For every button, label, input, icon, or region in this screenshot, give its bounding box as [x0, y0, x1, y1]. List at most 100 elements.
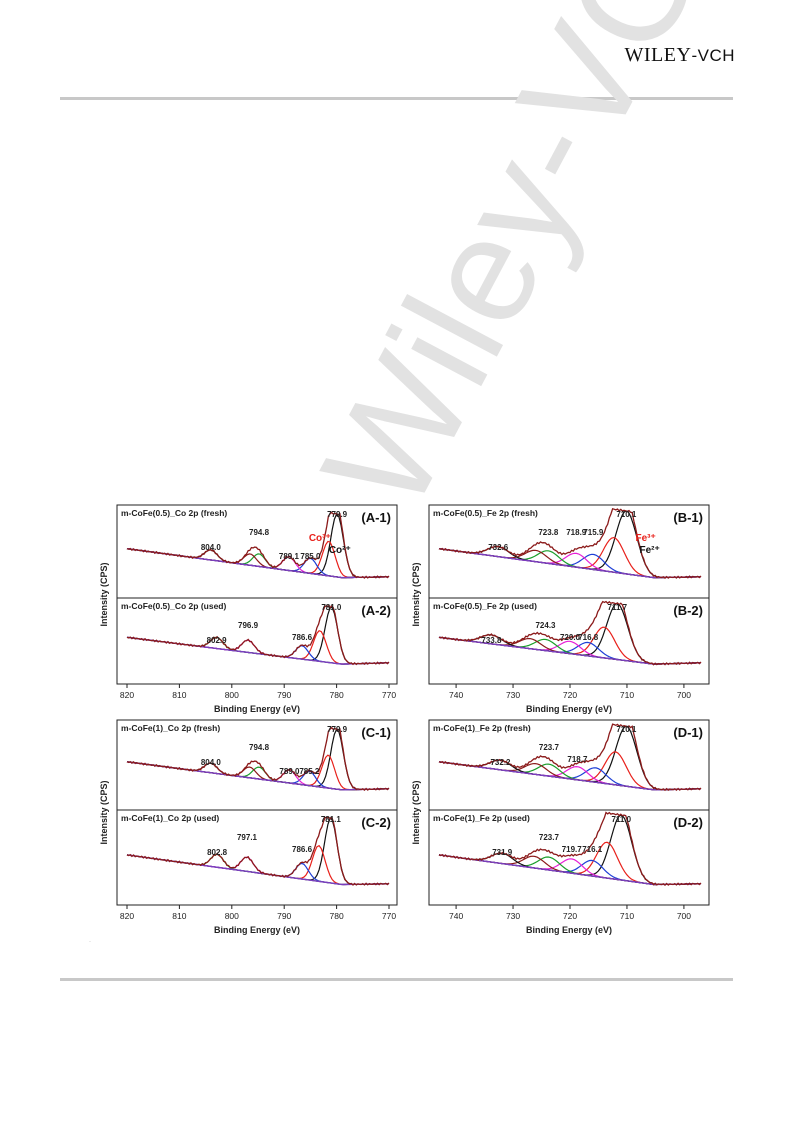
x-axis-label: Binding Energy (eV): [214, 925, 300, 935]
x-tick-label: 730: [506, 690, 520, 700]
x-tick-label: 780: [330, 690, 344, 700]
peak-label: 733.8: [481, 636, 502, 645]
peak-label: 804.0: [201, 543, 222, 552]
x-tick-label: 770: [382, 911, 396, 921]
peak-label: 779.9: [327, 725, 348, 734]
peak-label: 789.1: [279, 552, 300, 561]
footer-rule: [60, 978, 733, 981]
panel-b-1: m-CoFe(0.5)_Fe 2p (fresh) (B-1) 710.1 723.8…: [428, 504, 710, 599]
experimental-spectrum: [438, 723, 702, 792]
panel-label: (D-1): [673, 725, 703, 740]
x-tick-label: 730: [506, 911, 520, 921]
peak-label: 802.9: [207, 636, 228, 645]
panel-title: m-CoFe(0.5)_Fe 2p (used): [433, 601, 537, 611]
y-axis-label: Intensity (CPS): [411, 780, 421, 844]
header-rule: [60, 97, 733, 100]
experimental-spectrum: [126, 511, 390, 579]
y-axis-label: Intensity (CPS): [411, 562, 421, 626]
panel-d-2: m-CoFe(1)_Fe 2p (used) (D-2) 711.0 723.7719…: [428, 809, 710, 906]
x-tick-label: 720: [563, 690, 577, 700]
annotation-3plus: Co³⁺: [309, 533, 331, 544]
peak-label: 779.9: [327, 510, 348, 519]
panel-label: (D-2): [673, 815, 703, 830]
x-tick-label: 720: [563, 911, 577, 921]
panel-frame: [116, 597, 398, 685]
annotation-3plus: Fe³⁺: [636, 533, 656, 544]
experimental-spectrum: [126, 605, 390, 666]
figure-block-A: m-CoFe(0.5)_Co 2p (fresh) (A-1) 779.9 794.8…: [99, 504, 398, 714]
panel-title: m-CoFe(0.5)_Fe 2p (fresh): [433, 508, 538, 518]
x-axis-label: Binding Energy (eV): [526, 925, 612, 935]
experimental-spectrum: [438, 508, 702, 579]
peak-label: 797.1: [237, 833, 258, 842]
x-tick-label: 790: [277, 911, 291, 921]
figure-block-B: m-CoFe(0.5)_Fe 2p (fresh) (B-1) 710.1 723.8…: [411, 504, 710, 714]
panel-label: (B-1): [673, 510, 703, 525]
panel-b-2: m-CoFe(0.5)_Fe 2p (used) (B-2) 711.7 724.3 7…: [428, 597, 710, 685]
peak-label: 718.9: [566, 528, 587, 537]
peak-label: 724.3: [535, 621, 556, 630]
x-tick-label: 810: [172, 911, 186, 921]
peak-label: 716.1: [582, 845, 603, 854]
panel-c-2: m-CoFe(1)_Co 2p (used) (C-2) 781.1 797.1 802…: [116, 809, 398, 906]
panel-a-1: m-CoFe(0.5)_Co 2p (fresh) (A-1) 779.9 794.8…: [116, 504, 398, 599]
x-tick-label: 740: [449, 690, 463, 700]
x-tick-label: 740: [449, 911, 463, 921]
figure-block-C: m-CoFe(1)_Co 2p (fresh) (C-1) 779.9 794.8 80…: [99, 719, 398, 935]
panel-frame: [116, 504, 398, 599]
x-tick-label: 820: [120, 911, 134, 921]
x-tick-label: 710: [620, 911, 634, 921]
peak-label: 794.8: [249, 528, 270, 537]
figure-block-D: m-CoFe(1)_Fe 2p (fresh) (D-1)710.1723.771…: [411, 719, 710, 935]
panel-d-1: m-CoFe(1)_Fe 2p (fresh) (D-1) 710.1 723.7 71…: [428, 719, 710, 811]
panel-frame: [428, 719, 710, 811]
panel-frame: [428, 809, 710, 906]
peak-label: 723.7: [539, 833, 560, 842]
peak-label: 732.2: [490, 758, 511, 767]
peak-label: 802.8: [207, 848, 228, 857]
peak-label: 781.0: [321, 603, 342, 612]
panel-title: m-CoFe(1)_Fe 2p (fresh): [433, 723, 531, 733]
figure-marker: ·: [89, 939, 91, 945]
peak-label: 723.8: [538, 528, 559, 537]
y-axis-label: Intensity (CPS): [99, 780, 109, 844]
x-tick-label: 700: [677, 911, 691, 921]
x-tick-label: 780: [330, 911, 344, 921]
panel-a-2: m-CoFe(0.5)_Co 2p (used) (A-2) 781.0 796.9 8…: [116, 597, 398, 685]
wiley-vch-logo: WILEY-VCH: [625, 44, 735, 67]
panel-title: m-CoFe(1)_Co 2p (fresh): [121, 723, 220, 733]
annotation-2plus: Co²⁺: [329, 545, 351, 556]
panel-frame: [428, 504, 710, 599]
panel-label: (C-2): [361, 815, 391, 830]
panel-title: m-CoFe(0.5)_Co 2p (used): [121, 601, 226, 611]
x-axis-label: Binding Energy (eV): [526, 704, 612, 714]
panel-c-1: m-CoFe(1)_Co 2p (fresh) (C-1) 779.9 794.8 80…: [116, 719, 398, 811]
peak-label: 723.7: [539, 743, 560, 752]
x-tick-label: 820: [120, 690, 134, 700]
peak-label: 785.0: [300, 552, 321, 561]
x-tick-label: 710: [620, 690, 634, 700]
peak-label: 794.8: [249, 743, 270, 752]
panel-title: m-CoFe(0.5)_Co 2p (fresh): [121, 508, 227, 518]
x-tick-label: 800: [225, 911, 239, 921]
logo-main: WILEY: [624, 44, 692, 66]
panel-frame: [116, 809, 398, 906]
peak-label: 711.7: [607, 603, 627, 612]
experimental-spectrum: [438, 600, 702, 666]
x-tick-label: 770: [382, 690, 396, 700]
peak-label: 804.0: [201, 758, 222, 767]
panel-frame: [116, 719, 398, 811]
y-axis-label: Intensity (CPS): [99, 562, 109, 626]
peak-label: 786.6: [292, 633, 313, 642]
panel-label: (A-1): [361, 510, 391, 525]
peak-label: 785.2: [299, 767, 320, 776]
peak-label: 786.6: [292, 845, 313, 854]
x-tick-label: 700: [677, 690, 691, 700]
panel-label: (A-2): [361, 603, 391, 618]
panel-title: m-CoFe(1)_Fe 2p (used): [433, 813, 530, 823]
panel-title: m-CoFe(1)_Co 2p (used): [121, 813, 219, 823]
x-axis-label: Binding Energy (eV): [214, 704, 300, 714]
experimental-spectrum: [438, 811, 702, 886]
peak-label: 789.0: [279, 767, 300, 776]
